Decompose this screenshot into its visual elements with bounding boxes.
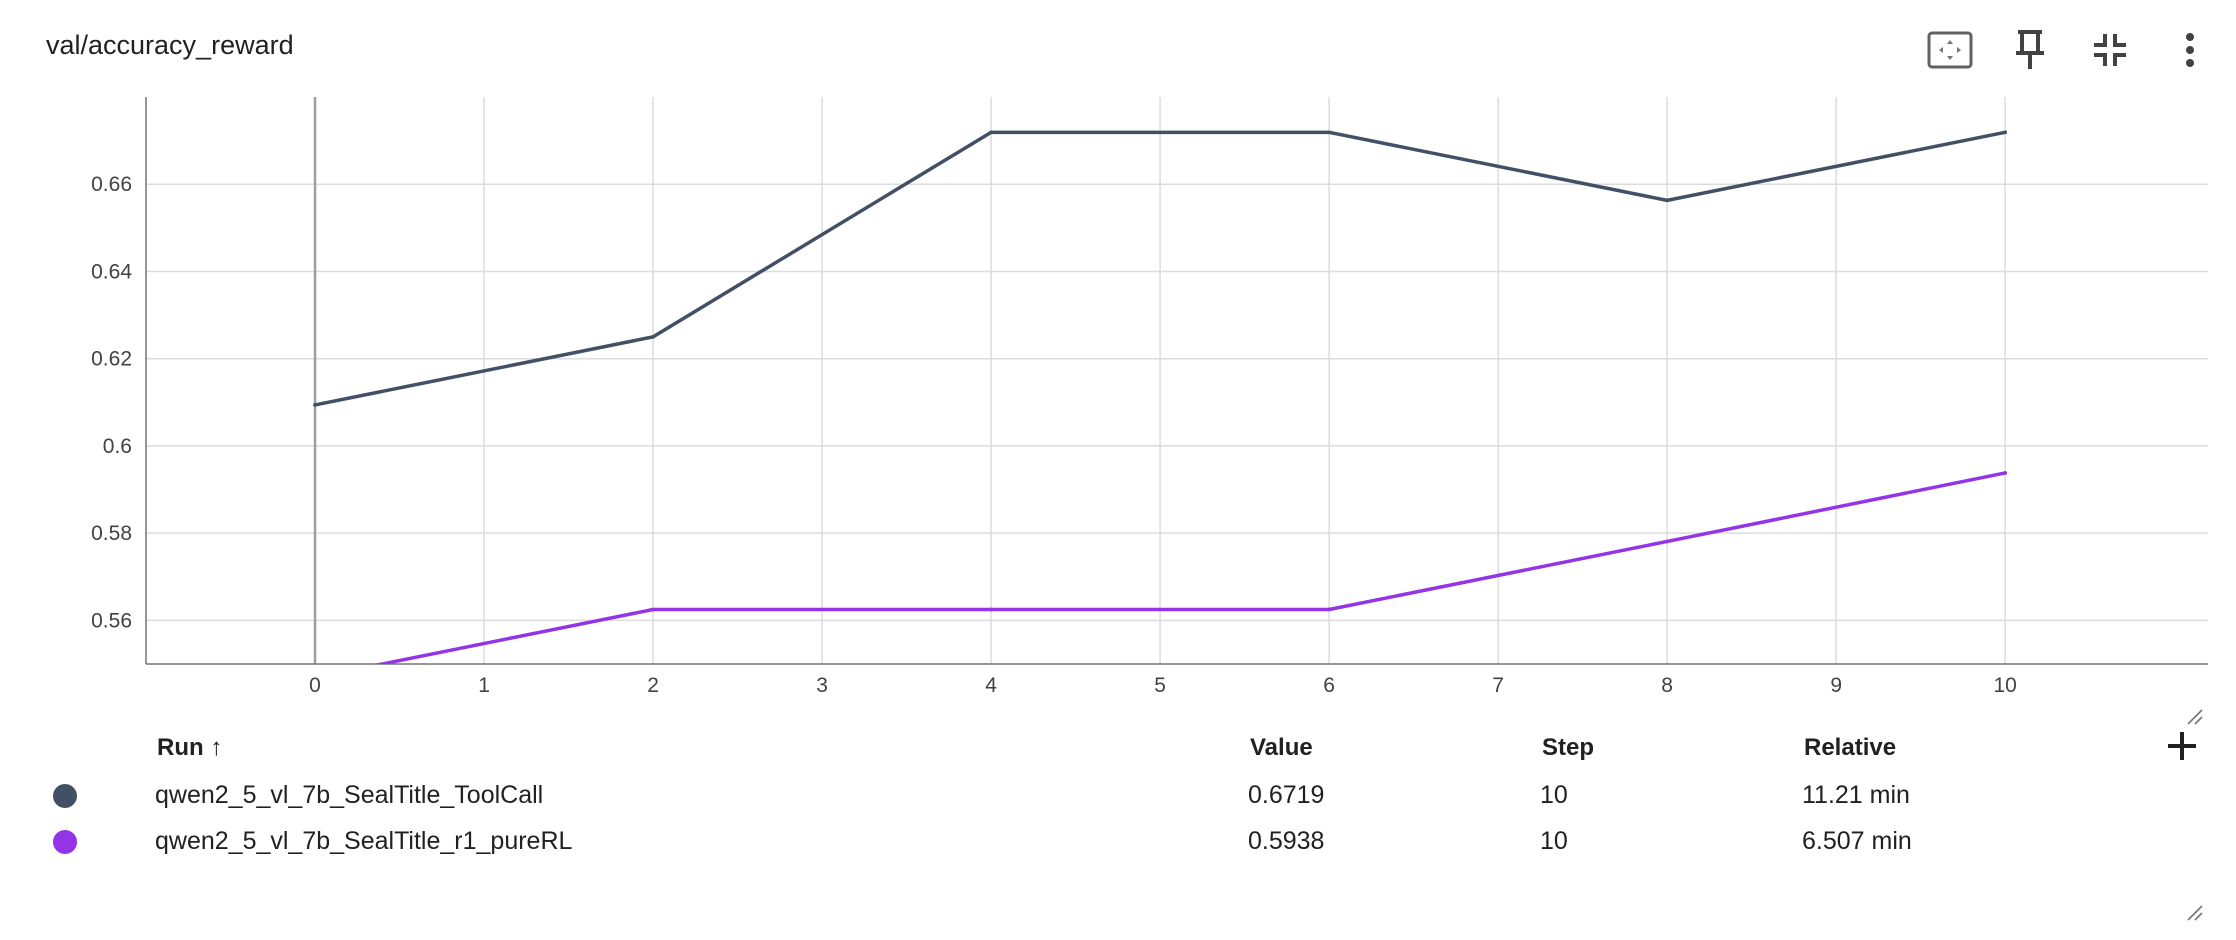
more-options-button[interactable] (2164, 24, 2216, 76)
y-tick-label: 0.66 (91, 173, 132, 196)
series-line-1 (373, 471, 2007, 664)
chart-title: val/accuracy_reward (46, 30, 294, 60)
series-lines (313, 130, 2007, 664)
y-tick-label: 0.6 (103, 435, 132, 458)
resize-handle-chart[interactable] (2186, 708, 2204, 726)
more-vert-icon (2186, 33, 2194, 67)
pin-icon (2016, 30, 2044, 69)
pin-button[interactable] (2004, 24, 2056, 76)
column-header-value[interactable]: Value (1250, 734, 1313, 761)
x-tick-label: 6 (1323, 674, 1335, 697)
run-color-dot[interactable] (53, 830, 77, 854)
run-step: 10 (1540, 781, 1568, 809)
column-header-step[interactable]: Step (1542, 734, 1595, 761)
data-point (1665, 198, 1669, 203)
run-color-dot[interactable] (53, 784, 77, 808)
run-value: 0.5938 (1248, 827, 1325, 855)
x-tick-label: 9 (1830, 674, 1842, 697)
run-step: 10 (1540, 827, 1568, 855)
y-tick-label: 0.62 (91, 348, 132, 371)
fit-domain-button[interactable] (1924, 24, 1976, 76)
run-name: qwen2_5_vl_7b_SealTitle_r1_pureRL (155, 827, 573, 855)
series-line-0 (313, 130, 2007, 407)
x-tick-label: 2 (647, 674, 659, 697)
y-tick-label: 0.64 (91, 260, 132, 283)
data-point (1665, 539, 1669, 544)
x-tick-label: 5 (1154, 674, 1166, 697)
x-tick-label: 8 (1661, 674, 1673, 697)
y-tick-label: 0.58 (91, 522, 132, 545)
data-point (313, 403, 317, 407)
data-point (1327, 130, 1331, 135)
run-value: 0.6719 (1248, 781, 1325, 809)
data-point (989, 130, 993, 135)
collapse-button[interactable] (2084, 24, 2136, 76)
column-header-run[interactable]: Run ↑ (157, 734, 223, 761)
grid-lines (146, 97, 2208, 664)
resize-handle-card[interactable] (2186, 904, 2204, 922)
x-tick-label: 4 (985, 674, 997, 697)
x-tick-label: 0 (309, 674, 321, 697)
data-point (2003, 471, 2007, 475)
add-column-button[interactable] (2164, 728, 2200, 764)
fit-domain-icon (1927, 31, 1973, 69)
x-tick-label: 10 (1994, 674, 2017, 697)
column-header-relative[interactable]: Relative (1804, 734, 1897, 761)
data-point (651, 335, 655, 339)
data-point (989, 607, 993, 612)
data-point (651, 607, 655, 612)
run-relative: 11.21 min (1802, 781, 1910, 809)
run-name: qwen2_5_vl_7b_SealTitle_ToolCall (155, 781, 544, 809)
y-tick-label: 0.56 (91, 609, 132, 632)
plus-icon (2168, 732, 2196, 760)
data-point (2003, 130, 2007, 135)
x-tick-label: 3 (816, 674, 828, 697)
tick-labels: 0.56 0.58 0.6 0.62 0.64 0.66 0 1 2 3 4 5 6 7 8 9 10 (91, 173, 2017, 697)
data-point (1327, 607, 1331, 612)
x-tick-label: 7 (1492, 674, 1504, 697)
x-tick-label: 1 (478, 674, 490, 697)
run-relative: 6.507 min (1802, 827, 1912, 855)
collapse-icon (2094, 34, 2126, 66)
axes (145, 97, 2208, 665)
